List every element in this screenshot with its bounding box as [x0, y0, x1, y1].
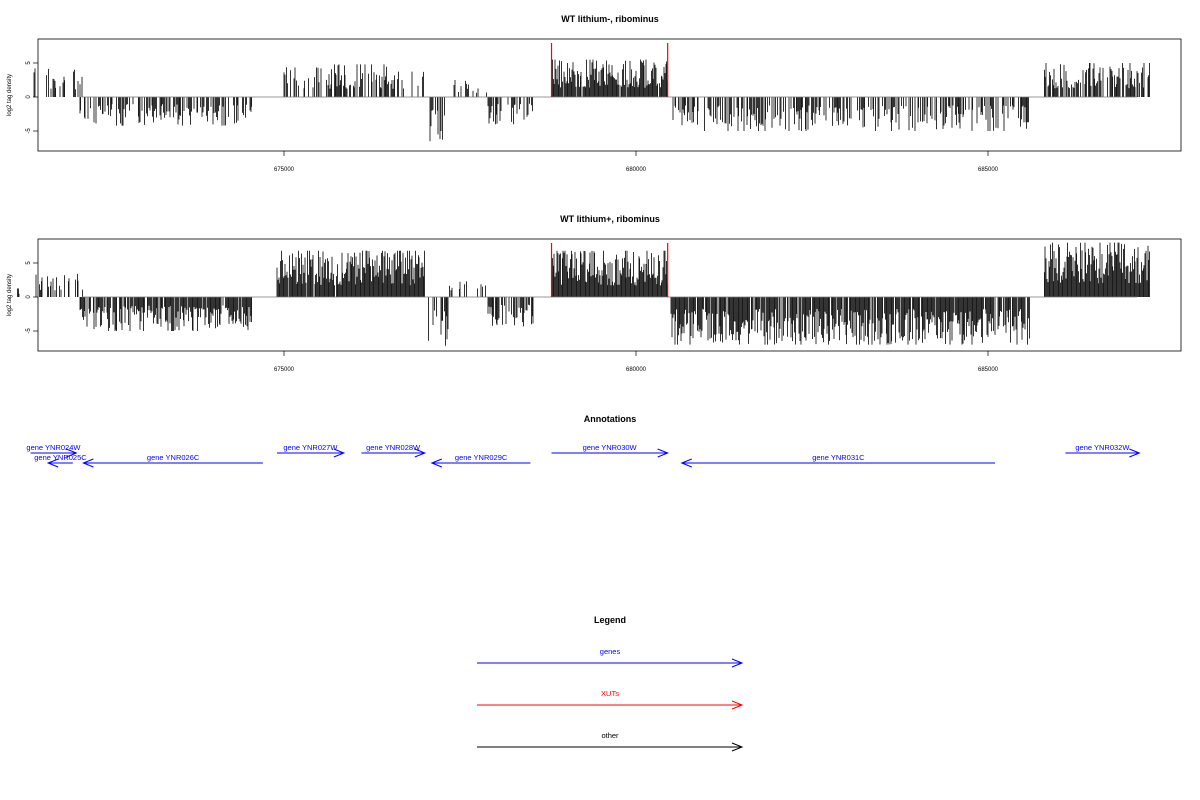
legend-item: other: [477, 731, 744, 752]
gene-label: gene YNR026C: [147, 453, 200, 462]
gene-label: gene YNR032W: [1075, 443, 1130, 452]
gene-annotation: gene YNR032W: [1065, 443, 1141, 458]
y-tick-label: -5: [26, 328, 32, 334]
gene-annotation: gene YNR024W: [26, 443, 81, 458]
legend-label: genes: [600, 647, 621, 656]
gene-arrow-head: [657, 448, 670, 458]
gene-arrow-head: [1129, 448, 1141, 458]
legend-title: Legend: [594, 615, 626, 625]
legend-label: other: [601, 731, 619, 740]
panel-2-title: WT lithium+, ribominus: [560, 214, 660, 224]
gene-annotation: gene YNR025C: [34, 453, 87, 468]
gene-label: gene YNR025C: [34, 453, 87, 462]
legend-panel: Legend genes XUTs other: [477, 615, 744, 752]
legend-arrow-head: [731, 700, 744, 710]
panel-2-ylabel: log2 tag density: [7, 274, 13, 316]
panel-1-bars: [33, 59, 1150, 142]
gene-arrow-head: [46, 458, 59, 468]
gene-label: gene YNR031C: [812, 453, 865, 462]
gene-label: gene YNR028W: [366, 443, 421, 452]
legend-arrow-head: [731, 658, 744, 668]
annotations-title: Annotations: [584, 414, 637, 424]
x-tick-label: 675000: [274, 167, 295, 173]
panel-2-bars: [17, 242, 1150, 346]
panel-1-title: WT lithium-, ribominus: [561, 14, 659, 24]
legend-arrow-head: [731, 742, 744, 752]
panel-1-frame: [37, 38, 1182, 152]
y-tick-label: -5: [26, 128, 32, 134]
panel-2-axes: 675000 680000 685000 -5 0 5: [26, 261, 999, 373]
panel-1-axes: 675000 680000 685000 -5 0 5: [26, 61, 999, 173]
gene-arrow-head: [414, 448, 427, 458]
legend-item: XUTs: [477, 689, 744, 710]
x-tick-label: 680000: [626, 367, 647, 373]
panel-1-xut-markers: [550, 43, 669, 97]
gene-annotation: gene YNR026C: [82, 453, 263, 468]
legend-item: genes: [477, 647, 744, 668]
panel-2-xut-markers: [550, 243, 669, 297]
gene-annotation: gene YNR027W: [276, 443, 346, 458]
track-panel-1: WT lithium-, ribominus log2 tag density …: [7, 14, 1182, 173]
gene-arrow-head: [333, 448, 346, 458]
gene-arrow-head: [66, 448, 78, 458]
y-tick-label: 5: [26, 61, 32, 65]
track-panel-2: WT lithium+, ribominus log2 tag density …: [7, 214, 1182, 373]
gene-label: gene YNR024W: [26, 443, 81, 452]
panel-2-frame: [37, 238, 1182, 352]
x-tick-label: 675000: [274, 367, 295, 373]
gene-label: gene YNR027W: [283, 443, 338, 452]
x-tick-label: 685000: [978, 367, 999, 373]
y-tick-label: 0: [26, 295, 32, 299]
legend-label: XUTs: [601, 689, 619, 698]
gene-label: gene YNR030W: [583, 443, 638, 452]
x-tick-label: 685000: [978, 167, 999, 173]
density-bars: [17, 242, 1150, 346]
y-tick-label: 0: [26, 95, 32, 99]
density-bars: [33, 59, 1150, 142]
gene-arrow-head: [680, 458, 692, 468]
gene-arrow-head: [82, 458, 94, 468]
gene-annotation: gene YNR029C: [430, 453, 531, 468]
gene-arrow-head: [430, 458, 443, 468]
legend-items: genes XUTs other: [477, 647, 744, 752]
gene-annotation: gene YNR031C: [680, 453, 996, 468]
gene-annotation: gene YNR028W: [361, 443, 427, 458]
gene-annotation: gene YNR030W: [551, 443, 670, 458]
x-tick-label: 680000: [626, 167, 647, 173]
panel-1-ylabel: log2 tag density: [7, 74, 13, 116]
y-tick-label: 5: [26, 261, 32, 265]
gene-label: gene YNR029C: [455, 453, 508, 462]
